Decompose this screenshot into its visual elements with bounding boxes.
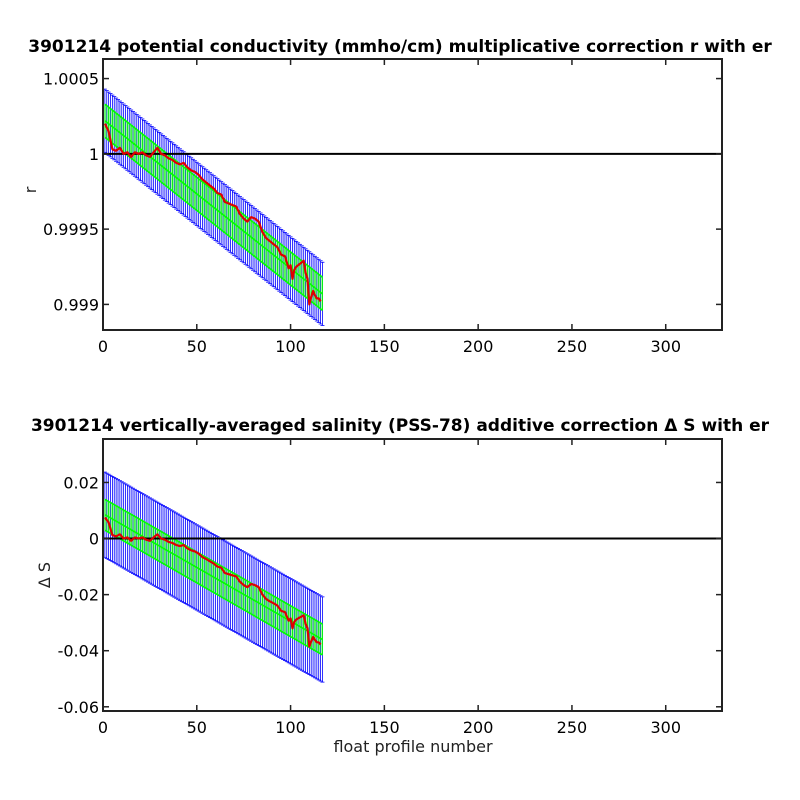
y-tick-label: 0.999 [53,295,99,314]
x-tick-label: 50 [187,337,207,356]
x-tick-label: 250 [557,718,588,737]
correction-series-line [103,123,322,306]
y-tick-label: 0.02 [63,473,99,492]
x-tick-label: 50 [187,718,207,737]
x-tick-label: 150 [369,337,400,356]
x-tick-label: 250 [557,337,588,356]
fit-band [104,103,323,312]
axes-box [102,438,723,712]
y-tick-label: -0.04 [58,642,99,661]
fit-band-line [104,103,323,278]
y-axis-label: Δ S [35,562,54,588]
fit-band-line [104,529,323,656]
x-tick-label: 300 [650,718,681,737]
x-tick-label: 100 [275,337,306,356]
y-tick-label: -0.02 [58,586,99,605]
salinity-correction-chart: 3901214 vertically-averaged salinity (PS… [31,416,770,756]
x-tick-label: 200 [463,337,494,356]
x-tick-label: 0 [98,718,108,737]
x-tick-label: 200 [463,718,494,737]
y-tick-label: 1.0005 [43,70,99,89]
y-axis-label: r [21,186,40,193]
chart-title: 3901214 potential conductivity (mmho/cm)… [28,37,772,57]
x-tick-label: 150 [369,718,400,737]
fit-band-line [104,120,323,295]
y-tick-label: 1 [89,145,99,164]
x-tick-label: 300 [650,337,681,356]
correction-series-line [104,516,322,648]
x-tick-label: 0 [98,337,108,356]
y-tick-label: 0.9995 [43,220,99,239]
x-axis-label: float profile number [333,737,493,756]
fit-band-line [104,514,323,641]
x-tick-label: 100 [275,718,306,737]
fit-band-line [104,498,323,625]
y-tick-label: 0 [89,530,99,549]
y-tick-label: -0.06 [58,698,99,717]
axes-box [102,58,723,331]
fit-band-line [104,136,323,312]
chart-title: 3901214 vertically-averaged salinity (PS… [31,416,770,436]
conductivity-correction-chart: 3901214 potential conductivity (mmho/cm)… [21,37,772,356]
